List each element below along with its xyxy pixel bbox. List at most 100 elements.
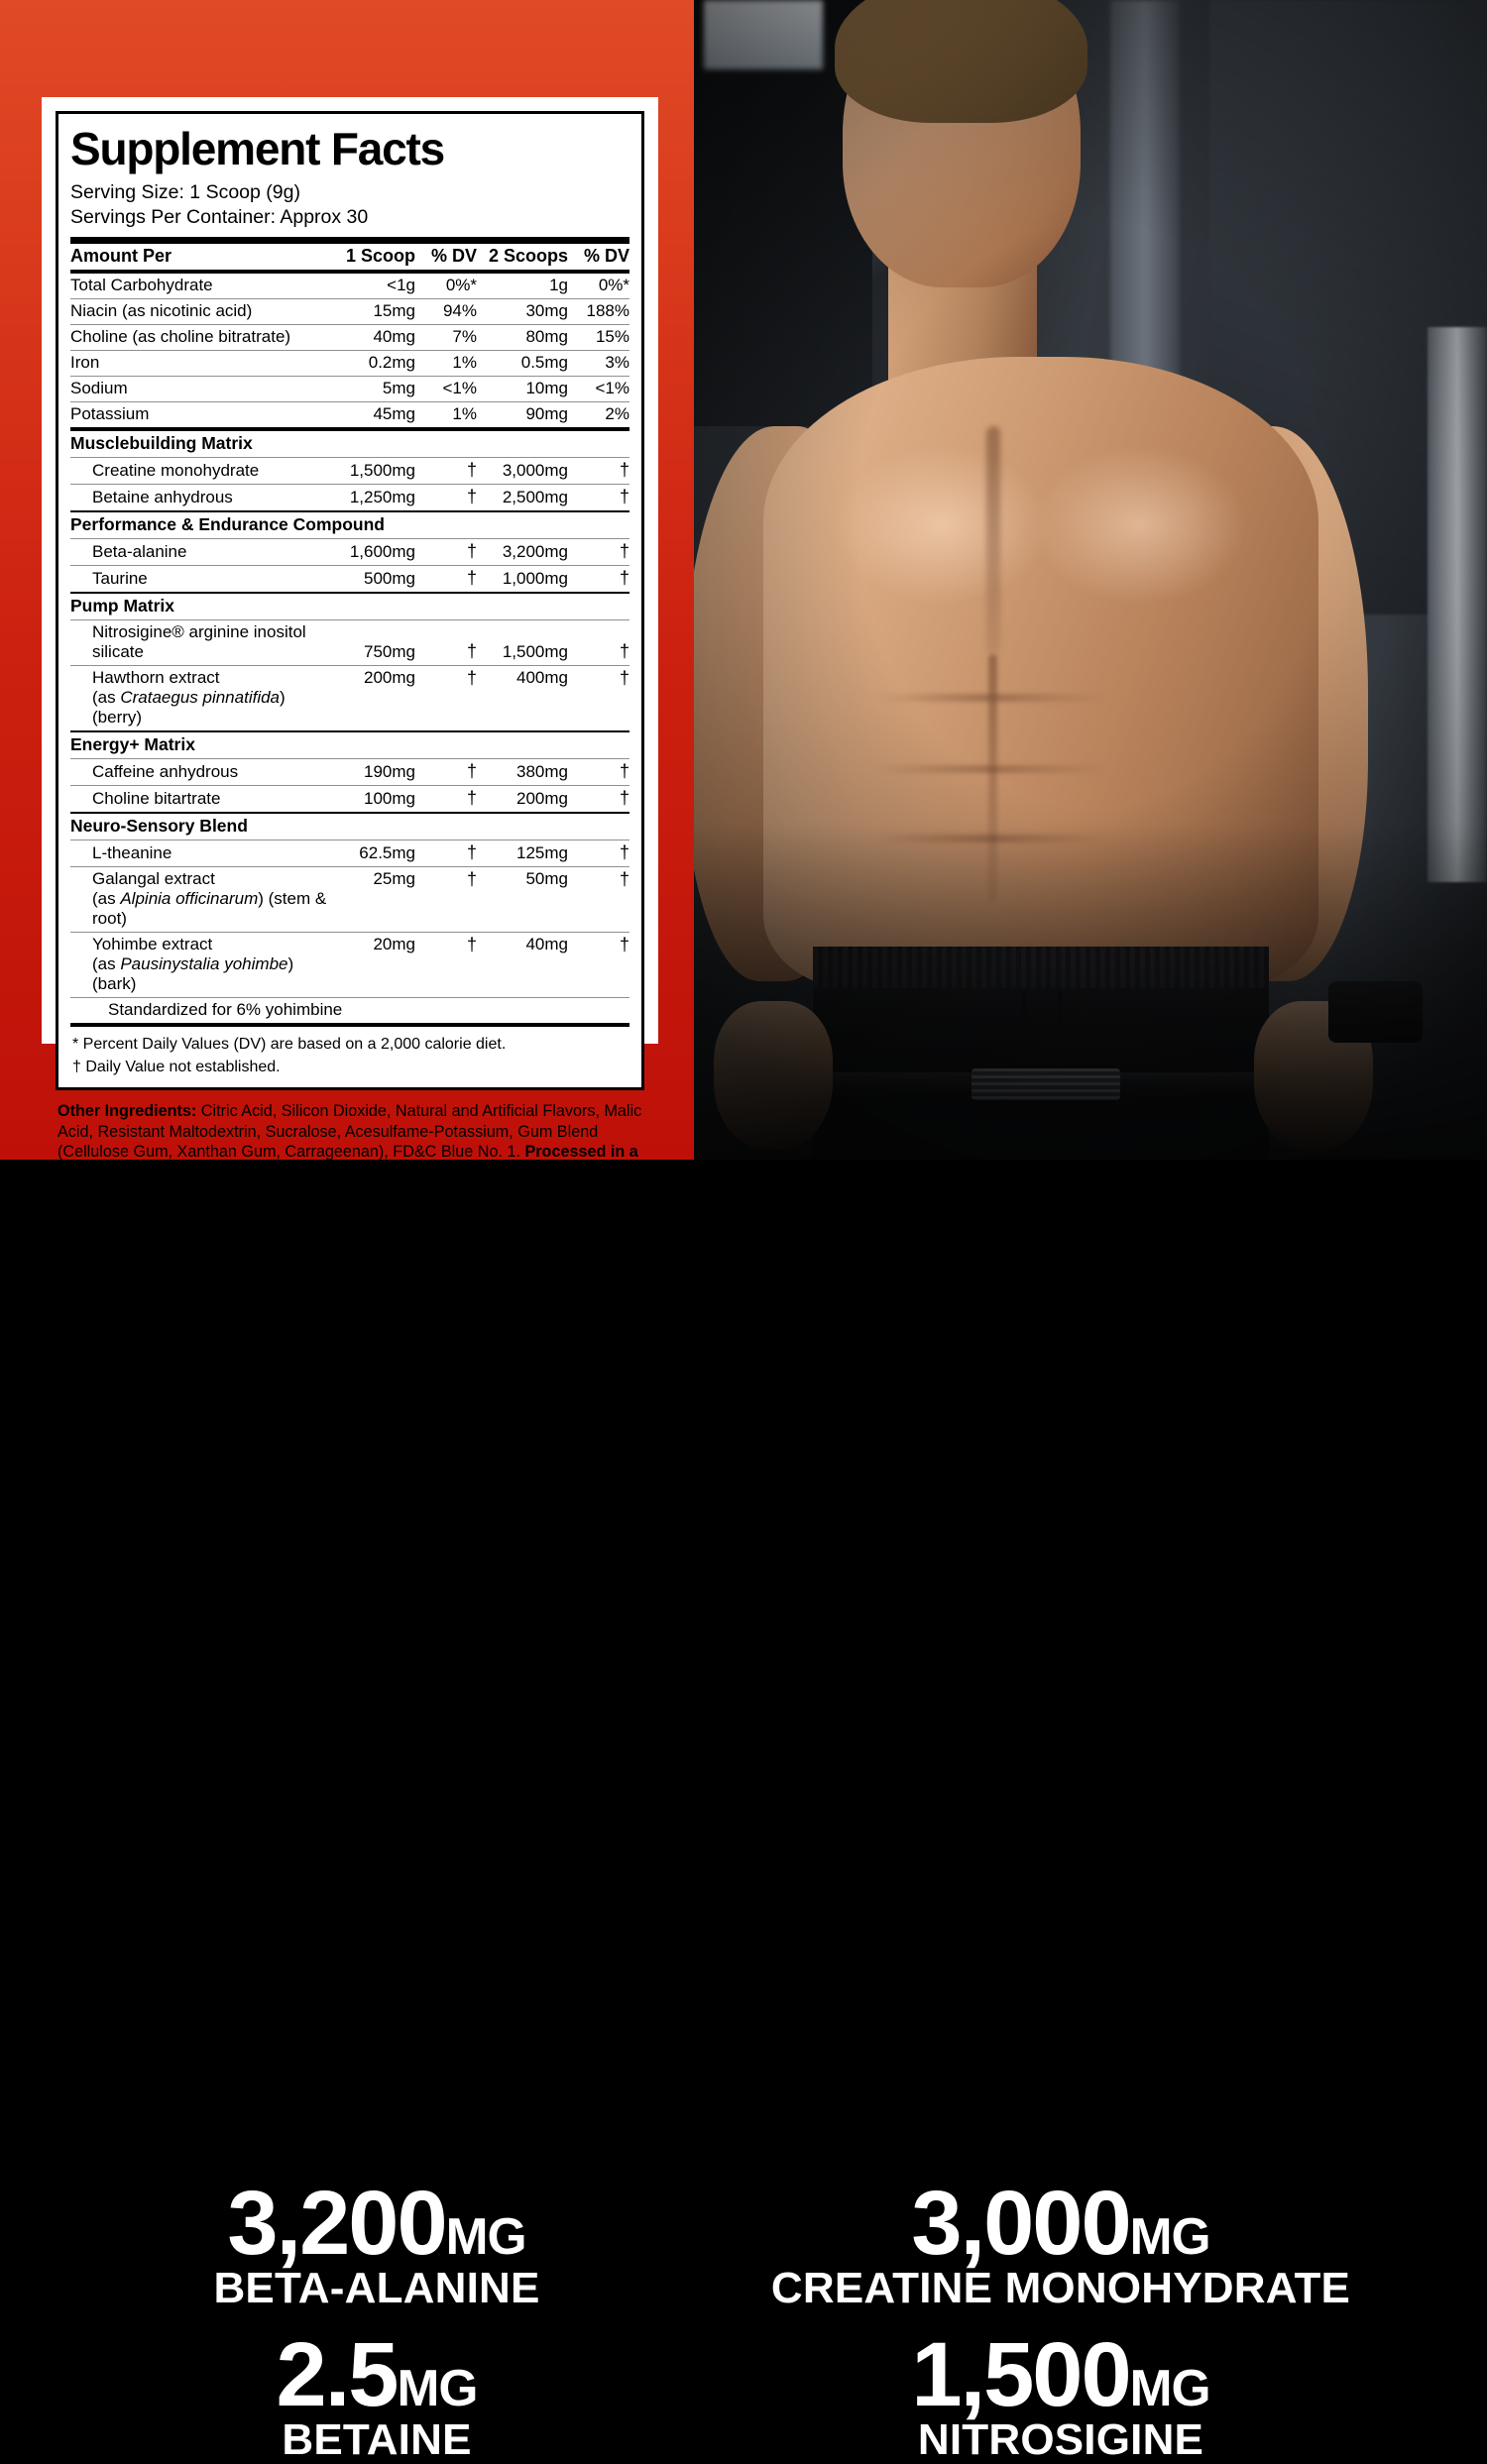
table-row: Nitrosigine® arginine inositol silicate 7… [70,618,629,666]
callout-amount: 1,500MG [911,2324,1211,2425]
table-row: Taurine 500mg † 1,000mg † [70,564,629,593]
ingredient-amount-one-scoop: 25mg [330,865,415,933]
footnote-dv: * Percent Daily Values (DV) are based on… [72,1035,507,1053]
nutrient-amount-one-scoop: 40mg [330,323,415,351]
blend-heading-row: Energy+ Matrix [70,729,629,759]
ingredient-amount-one-scoop: 190mg [330,757,415,786]
table-row: Total Carbohydrate <1g 0%* 1g 0%* [70,274,629,299]
ingredient-name: Betaine anhydrous [70,483,330,511]
blend-name: Performance & Endurance Compound [70,509,629,539]
ingredient-name: Yohimbe extract (as Pausinystalia yohimbe… [70,931,330,998]
callout-name: BETAINE [282,2415,472,2464]
supplement-facts-label: Supplement Facts Serving Size: 1 Scoop (… [42,97,658,1201]
divider-medium [70,426,629,431]
table-row: Yohimbe extract (as Pausinystalia yohimbe… [70,931,629,998]
table-row: Choline bitartrate 100mg † 200mg † [70,784,629,813]
ingredient-dv-two-scoops: † [568,757,629,786]
ingredient-amount-two-scoops: 3,000mg [477,456,568,485]
nutrient-dv-two-scoops: 188% [568,297,629,325]
table-row: L-theanine 62.5mg † 125mg † [70,839,629,867]
table-row: Potassium 45mg 1% 90mg 2% [70,400,629,427]
callout-unit: MG [1129,2359,1211,2416]
ingredient-amount-two-scoops: 1,000mg [477,564,568,593]
column-header-dv-two: % DV [583,245,629,266]
ingredient-dv-two-scoops: † [568,865,629,933]
callout-unit: MG [1129,2207,1211,2265]
other-ingredients-list: Citric Acid, Silicon Dioxide, Natural an… [57,1102,642,1162]
callout-name: CREATINE MONOHYDRATE [770,2264,1351,2313]
blend-name: Pump Matrix [70,591,629,620]
nutrient-dv-one-scoop: 1% [415,349,477,377]
supplement-facts-box: Supplement Facts Serving Size: 1 Scoop (… [56,111,644,1091]
ingredient-amount-two-scoops: 200mg [477,784,568,813]
callout-amount: 3,000MG [911,2173,1211,2274]
column-header-amount-per: Amount Per [70,245,172,266]
ingredient-amount-two-scoops: 380mg [477,757,568,786]
callout-name: NITROSIGINE [917,2415,1204,2464]
standardized-note: Standardized for 6% yohimbine [70,996,629,1023]
ingredient-dv-one-scoop: † [415,784,477,813]
servings-per-container: Servings Per Container: Approx 30 [70,205,369,228]
ingredient-name: Caffeine anhydrous [70,757,330,786]
ingredient-name: Galangal extract (as Alpinia officinarum)… [70,865,330,933]
ingredient-dv-two-scoops: † [568,456,629,485]
ingredient-dv-one-scoop: † [415,564,477,593]
table-row: Caffeine anhydrous 190mg † 380mg † [70,757,629,786]
ingredient-amount-one-scoop: 20mg [330,931,415,998]
nutrient-name: Total Carbohydrate [70,275,213,294]
table-row: Niacin (as nicotinic acid) 15mg 94% 30mg 188… [70,297,629,325]
ingredient-dv-one-scoop: † [415,839,477,867]
table-header-row: Amount Per 1 Scoop % DV 2 Scoops % DV [70,244,629,270]
ingredient-amount-two-scoops: 3,200mg [477,537,568,566]
blend-name: Energy+ Matrix [70,729,629,759]
divider-thick [70,236,629,244]
nutrient-dv-two-scoops: <1% [568,375,629,402]
nutrient-dv-two-scoops: 2% [568,400,629,427]
ingredient-amount-one-scoop: 500mg [330,564,415,593]
nutrient-amount-two-scoops: 80mg [477,323,568,351]
ingredient-dv-one-scoop: † [415,664,477,731]
callout-betaine: 2.5MG BETAINE [59,2324,694,2464]
ingredient-dv-two-scoops: † [568,537,629,566]
top-section: Supplement Facts Serving Size: 1 Scoop (… [0,0,1487,1201]
athlete-photo [694,0,1487,1160]
page-title: Supplement Facts [70,123,445,174]
nutrient-dv-one-scoop: 0%* [445,275,477,294]
table-row: Beta-alanine 1,600mg † 3,200mg † [70,537,629,566]
nutrient-amount-one-scoop: 0.2mg [330,349,415,377]
nutrient-amount-two-scoops: 30mg [477,297,568,325]
ingredient-dv-one-scoop: † [415,757,477,786]
nutrient-amount-one-scoop: 5mg [330,375,415,402]
nutrient-amount-one-scoop: 15mg [330,297,415,325]
highlight-banner: 3,200MG BETA-ALANINE 3,000MG CREATINE MO… [0,1160,1487,2462]
column-header-dv-one: % DV [430,245,477,266]
ingredient-amount-two-scoops: 400mg [477,664,568,731]
nutrient-dv-one-scoop: <1% [415,375,477,402]
nutrient-name: Sodium [70,375,330,402]
nutrient-dv-two-scoops: 0%* [598,275,629,294]
ingredient-dv-two-scoops: † [568,483,629,511]
ingredient-amount-two-scoops: 50mg [477,865,568,933]
divider-medium [70,1022,629,1027]
callout-amount: 2.5MG [276,2324,479,2425]
table-row: Creatine monohydrate 1,500mg † 3,000mg † [70,456,629,485]
nutrient-amount-two-scoops: 1g [549,275,568,294]
ingredient-dv-one-scoop: † [415,456,477,485]
blend-name: Musclebuilding Matrix [70,432,253,453]
ingredient-amount-one-scoop: 200mg [330,664,415,731]
ingredient-dv-one-scoop: † [415,618,477,666]
ingredient-dv-one-scoop: † [415,865,477,933]
divider-medium [70,269,629,274]
callout-unit: MG [397,2359,478,2416]
callout-nitrosigine: 1,500MG NITROSIGINE [694,2324,1428,2464]
callout-unit: MG [445,2207,527,2265]
blend-rows: Musclebuilding Matrix Creatine monohydrat… [70,431,629,1023]
ingredient-dv-two-scoops: † [568,664,629,731]
ingredient-amount-one-scoop: 1,500mg [330,456,415,485]
nutrient-name: Choline (as choline bitratrate) [70,323,330,351]
ingredient-dv-two-scoops: † [568,931,629,998]
nutrient-amount-one-scoop: <1g [387,275,415,294]
ingredient-amount-one-scoop: 62.5mg [330,839,415,867]
callout-name: BETA-ALANINE [213,2264,540,2313]
ingredient-name: Choline bitartrate [70,784,330,813]
